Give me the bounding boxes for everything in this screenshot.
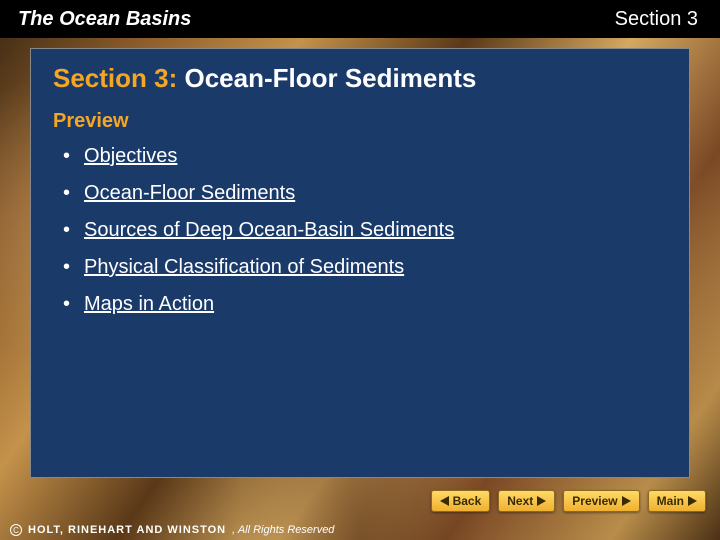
- copyright-icon: C: [10, 524, 22, 536]
- link-maps-in-action[interactable]: Maps in Action: [84, 293, 214, 316]
- next-button[interactable]: Next: [498, 490, 555, 512]
- preview-button[interactable]: Preview: [563, 490, 639, 512]
- preview-label: Preview: [572, 494, 617, 508]
- back-button[interactable]: Back: [431, 490, 491, 512]
- link-objectives[interactable]: Objectives: [84, 145, 177, 168]
- footer-brand: HOLT, RINEHART AND WINSTON: [28, 524, 226, 536]
- main-button[interactable]: Main: [648, 490, 706, 512]
- link-physical-classification[interactable]: Physical Classification of Sediments: [84, 256, 404, 279]
- header-title-right: Section 3: [615, 8, 698, 31]
- header-title-left: The Ocean Basins: [18, 8, 191, 31]
- main-label: Main: [657, 494, 684, 508]
- link-ocean-floor-sediments[interactable]: Ocean-Floor Sediments: [84, 182, 295, 205]
- triangle-right-icon: [622, 496, 631, 506]
- preview-heading: Preview: [53, 110, 667, 133]
- list-item: Maps in Action: [63, 293, 667, 316]
- list-item: Sources of Deep Ocean-Basin Sediments: [63, 219, 667, 242]
- header-bar: The Ocean Basins Section 3: [0, 0, 720, 38]
- triangle-left-icon: [440, 496, 449, 506]
- list-item: Ocean-Floor Sediments: [63, 182, 667, 205]
- title-main: Ocean-Floor Sediments: [184, 63, 476, 93]
- title-prefix: Section 3:: [53, 63, 177, 93]
- content-panel: Section 3: Ocean-Floor Sediments Preview…: [30, 48, 690, 478]
- footer-tail: , All Rights Reserved: [232, 524, 334, 536]
- triangle-right-icon: [537, 496, 546, 506]
- link-sources-deep-ocean[interactable]: Sources of Deep Ocean-Basin Sediments: [84, 219, 454, 242]
- next-label: Next: [507, 494, 533, 508]
- slide-title: Section 3: Ocean-Floor Sediments: [53, 63, 667, 94]
- triangle-right-icon: [688, 496, 697, 506]
- link-list: Objectives Ocean-Floor Sediments Sources…: [53, 145, 667, 316]
- back-label: Back: [453, 494, 482, 508]
- list-item: Objectives: [63, 145, 667, 168]
- footer: C HOLT, RINEHART AND WINSTON , All Right…: [10, 524, 334, 536]
- list-item: Physical Classification of Sediments: [63, 256, 667, 279]
- nav-buttons: Back Next Preview Main: [431, 490, 706, 512]
